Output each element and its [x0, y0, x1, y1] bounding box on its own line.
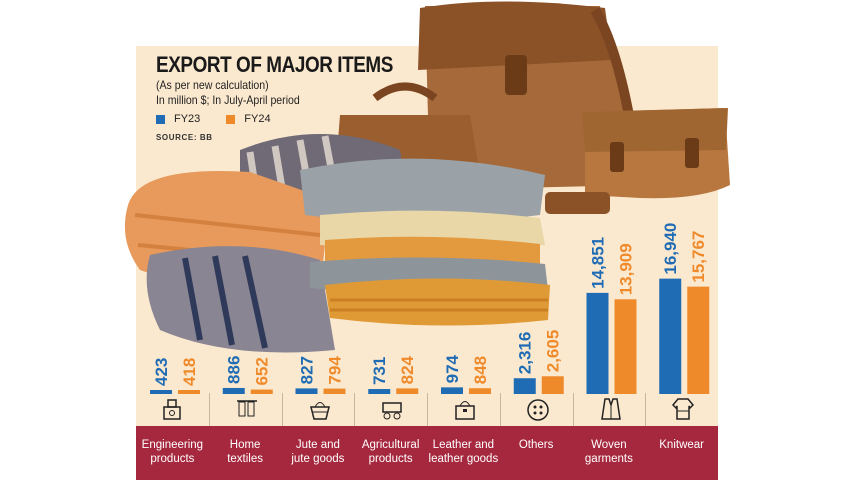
category-icon-cell: [645, 393, 718, 426]
factory-icon: [163, 399, 181, 420]
category-icon-cell: [208, 393, 282, 426]
category-label: Leather and leather goods: [427, 426, 500, 480]
bar-fy24: [323, 388, 346, 394]
category-label: Engineering products: [136, 426, 209, 480]
chart-header: EXPORT OF MAJOR ITEMS (As per new calcul…: [156, 52, 432, 142]
bar-value-label: 16,940: [661, 223, 680, 275]
bar-value-label: 886: [225, 356, 244, 384]
category-label-line: products: [150, 453, 195, 465]
bar-value-label: 824: [398, 355, 417, 384]
category-label-line: Jute and: [295, 439, 340, 451]
legend-swatch-fy23: [156, 114, 165, 124]
vest-icon: [600, 398, 621, 420]
legend-item-fy23: FY23: [156, 113, 200, 125]
category-icon-cell: [136, 393, 209, 426]
bar-value-label: 418: [180, 358, 199, 386]
category-label-line: Leather and: [432, 439, 495, 451]
bar-fy23: [513, 378, 536, 394]
button-icon: [527, 399, 549, 421]
bar-fy23: [368, 389, 391, 394]
legend-label-fy24: FY24: [244, 113, 271, 125]
bar-value-label: 13,909: [617, 243, 636, 295]
category-label-line: Engineering: [141, 439, 204, 451]
bar-fy24: [469, 388, 491, 394]
bar-fy23: [586, 292, 609, 394]
bar-fy24: [541, 376, 564, 394]
category-label-line: Others: [518, 439, 554, 451]
category-label-line: products: [368, 453, 413, 465]
category-label-band: Engineering products Home textiles Jute and j…: [136, 426, 718, 480]
handbag-icon: [455, 401, 475, 420]
category-label: Others: [500, 426, 573, 480]
bar-fy24: [250, 389, 273, 394]
jute-basket-icon: [309, 402, 330, 420]
legend-swatch-fy24: [226, 114, 236, 124]
bar-value-label: 423: [152, 358, 171, 386]
category-label-line: jute goods: [291, 453, 345, 465]
category-label-line: Home: [229, 439, 261, 451]
bar-value-label: 2,316: [516, 332, 535, 375]
bar-value-label: 794: [326, 356, 345, 385]
category-icon-cell: [354, 393, 427, 426]
bar-value-label: 2,605: [544, 330, 563, 373]
category-label-line: Agricultural: [361, 439, 420, 451]
bar-fy23: [659, 278, 682, 394]
category-label-line: leather goods: [428, 453, 499, 465]
category-label: Home textiles: [209, 426, 282, 480]
bar-value-label: 827: [298, 356, 317, 384]
bar-value-label: 652: [253, 357, 272, 385]
chart-legend: FY23 FY24: [156, 113, 432, 125]
category-label-line: textiles: [227, 453, 264, 465]
category-icon-cell: [281, 393, 355, 426]
bar-fy23: [295, 388, 318, 394]
bar-fy24: [396, 388, 419, 394]
chart-subtitle-2: In million $; In July-April period: [156, 93, 300, 107]
bar-fy24: [178, 390, 200, 394]
chart-subtitle-1: (As per new calculation): [156, 78, 269, 92]
chart-title: EXPORT OF MAJOR ITEMS: [156, 52, 393, 77]
category-label: Agricultural products: [354, 426, 427, 480]
category-label: Knitwear: [645, 426, 718, 480]
farm-cart-icon: [382, 402, 402, 420]
bar-value-label: 974: [443, 354, 462, 383]
sweaters-illustration: [300, 158, 550, 326]
category-label-line: Knitwear: [659, 439, 704, 451]
source-note: SOURCE: BB: [156, 133, 213, 142]
towel-rack-icon: [236, 400, 257, 417]
legend-item-fy24: FY24: [226, 113, 271, 125]
category-label-line: garments: [584, 453, 633, 465]
bar-value-label: 15,767: [689, 231, 708, 283]
bar-fy23: [441, 387, 463, 394]
bar-value-label: 731: [370, 357, 389, 385]
bar-fy23: [222, 387, 245, 394]
category-label: Jute and jute goods: [282, 426, 355, 480]
legend-label-fy23: FY23: [174, 113, 201, 125]
category-label-line: Woven: [591, 439, 627, 451]
category-icon-row: [136, 393, 718, 426]
bar-fy23: [150, 390, 172, 394]
bar-value-label: 848: [471, 356, 490, 384]
bar-fy24: [614, 299, 637, 394]
category-icon-cell: [572, 393, 646, 426]
bar-value-label: 14,851: [589, 237, 608, 289]
category-label: Woven garments: [573, 426, 646, 480]
sweater-icon: [672, 398, 695, 420]
bar-fy24: [687, 286, 710, 394]
category-icon-cell: [499, 393, 573, 426]
category-icon-cell: [427, 393, 500, 426]
